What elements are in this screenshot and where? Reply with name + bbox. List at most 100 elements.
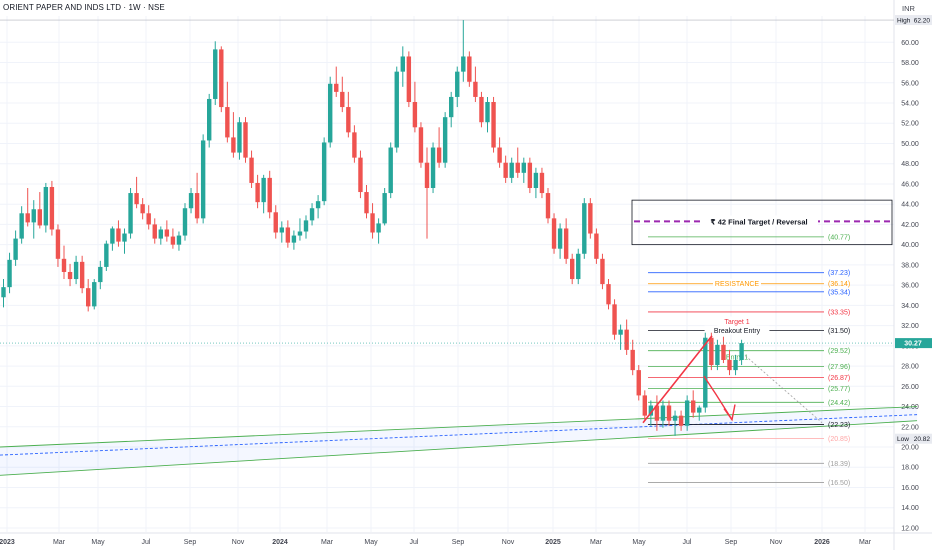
y-tick-label: 36.00 <box>901 283 919 290</box>
y-tick-label: 42.00 <box>901 222 919 229</box>
level-text-label: RESISTANCE <box>715 281 760 288</box>
channel-middle-dashed-line <box>0 414 918 456</box>
channel-lower-line <box>0 420 918 476</box>
candle-body <box>521 162 526 173</box>
candle-body <box>533 172 539 188</box>
candle-body <box>733 360 738 371</box>
candle-body <box>557 228 563 249</box>
candle-body <box>400 56 405 72</box>
target-box <box>631 199 893 246</box>
candle-body <box>654 405 660 421</box>
candle-body <box>92 282 97 307</box>
target-label-bg <box>700 215 818 227</box>
level-text-label: Breakout Entry <box>714 328 761 335</box>
candle-body <box>624 329 629 350</box>
candle-body <box>442 117 448 163</box>
candle-body <box>424 162 430 188</box>
candle-body <box>376 223 381 233</box>
candle-body <box>213 49 218 99</box>
level-value-label: (25.77) <box>828 386 850 393</box>
candle-body <box>382 193 387 224</box>
candle-body <box>418 127 424 163</box>
candle-body <box>642 395 647 416</box>
candle-body <box>158 229 163 239</box>
level-value-label: (27.96) <box>828 364 850 371</box>
candle-body <box>660 405 666 421</box>
candle-body <box>430 147 436 188</box>
candle-body <box>551 218 557 249</box>
x-tick-label: Nov <box>232 539 245 546</box>
y-tick-label: 38.00 <box>901 262 919 269</box>
candle-body <box>67 271 73 280</box>
candle-body <box>406 56 412 102</box>
level-value-label: (26.87) <box>828 375 850 382</box>
level-text-bg <box>713 278 761 288</box>
candle-body <box>727 360 732 371</box>
axis-high-tag-bg <box>895 15 932 26</box>
candle-body <box>358 157 363 193</box>
x-tick-label: Jul <box>410 539 419 546</box>
y-tick-label: 26.00 <box>901 384 919 391</box>
candle-body <box>509 162 514 178</box>
candle-body <box>164 229 170 237</box>
candle-body <box>104 243 109 267</box>
candle-body <box>122 233 127 242</box>
y-tick-label: 50.00 <box>901 141 919 148</box>
axis-low-tag-label: Low <box>897 436 909 443</box>
candle-body <box>43 186 49 226</box>
x-tick-label: Nov <box>502 539 515 546</box>
candle-body <box>497 147 502 163</box>
candle-body <box>249 157 254 183</box>
candle-body <box>19 213 24 239</box>
symbol-title: ORIENT PAPER AND INDS LTD · 1W · NSE <box>3 3 165 12</box>
axis-low-tag: Low 20.82 <box>895 433 932 444</box>
y-tick-label: 24.00 <box>901 404 919 411</box>
x-tick-label: Sep <box>452 539 465 546</box>
x-tick-label: Mar <box>53 539 66 546</box>
axis-high-tag: High 62.20 <box>895 15 932 26</box>
y-tick-label: 54.00 <box>901 101 919 108</box>
level-value-label: (31.50) <box>828 328 850 335</box>
y-tick-label: 28.00 <box>901 364 919 371</box>
axis-last-price-tag-value: 30.27 <box>904 341 922 348</box>
candle-body <box>146 213 151 225</box>
level-text-bg <box>704 325 770 335</box>
candle-body <box>364 192 369 214</box>
candle-body <box>709 337 714 366</box>
candle-body <box>1 287 6 298</box>
candle-body <box>79 261 85 289</box>
candle-body <box>55 229 61 259</box>
candle-body <box>134 193 139 205</box>
candle-body <box>140 204 145 214</box>
candle-body <box>473 81 478 97</box>
level-text-bg <box>717 316 757 326</box>
level-value-label: (20.85) <box>828 436 850 443</box>
y-tick-label: 32.00 <box>901 323 919 330</box>
candle-body <box>7 259 12 288</box>
candle-body <box>703 337 708 408</box>
candle-body <box>279 227 284 233</box>
candle-body <box>285 227 291 243</box>
candle-body <box>455 71 460 97</box>
y-tick-label: 52.00 <box>901 121 919 128</box>
axis-low-tag-value: 20.82 <box>914 436 931 443</box>
candle-body <box>503 162 508 178</box>
candle-body <box>600 258 605 285</box>
candle-body <box>86 288 91 307</box>
candle-body <box>666 405 672 421</box>
candle-body <box>588 203 593 234</box>
y-tick-label: 20.00 <box>901 445 919 452</box>
level-text-label: Entry 1 <box>726 354 748 361</box>
candle-body <box>606 284 611 305</box>
candle-body <box>328 83 333 143</box>
candle-body <box>315 201 321 209</box>
candle-body <box>563 228 569 259</box>
candle-body <box>31 209 36 223</box>
projection-dotted-line <box>745 355 823 424</box>
candle-body <box>340 91 345 108</box>
candle-body <box>412 102 418 128</box>
x-tick-label: Sep <box>184 539 197 546</box>
